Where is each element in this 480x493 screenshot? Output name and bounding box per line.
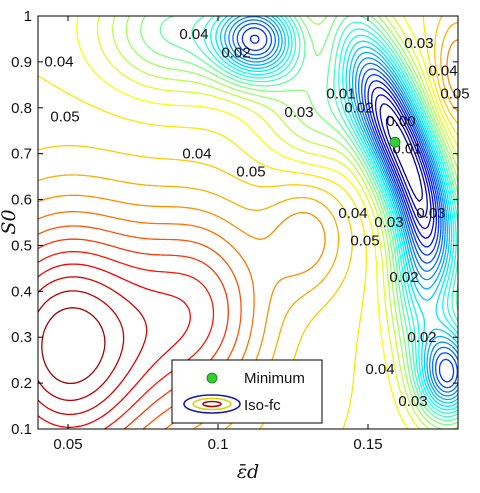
y-tick-label: 0.4 <box>11 283 32 300</box>
contour-label: 0.02 <box>221 44 250 61</box>
legend-minimum-marker <box>206 372 218 384</box>
contour-line <box>371 86 435 239</box>
contour-label: 0.01 <box>326 86 355 103</box>
y-tick: 0.5 <box>11 237 458 254</box>
y-tick-label: 0.3 <box>11 329 32 346</box>
contour-line <box>191 16 458 418</box>
y-tick: 0.9 <box>11 54 458 71</box>
x-axis-ticks: 0.05 0.1 0.15 <box>53 16 383 453</box>
y-tick-label: 1 <box>24 8 32 25</box>
x-tick: 0.05 <box>53 16 83 453</box>
contour-label: 0.01 <box>392 141 421 158</box>
x-tick-label: 0.15 <box>353 436 382 453</box>
contour-line <box>241 27 455 383</box>
y-tick-label: 0.7 <box>11 146 32 163</box>
contour-line <box>112 16 458 429</box>
contour-line <box>38 16 458 429</box>
contour-labels: 0.040.040.020.05 0.030.040.050.020.010.03… <box>44 26 469 410</box>
contour-line <box>76 16 458 429</box>
contour-lines <box>38 16 458 429</box>
contour-label: 0.03 <box>416 205 445 222</box>
contour-label: 0.03 <box>404 35 433 52</box>
contour-line <box>38 263 191 428</box>
y-tick-label: 0.5 <box>11 237 32 254</box>
contour-label: 0.04 <box>179 26 208 43</box>
y-axis-ticks: 0.1 0.2 0.3 0.4 0.5 0.6 0.7 0.8 0.9 1 <box>11 8 458 438</box>
y-tick-label: 0.9 <box>11 54 32 71</box>
contour-line <box>249 34 438 248</box>
contour-label: 0.05 <box>50 109 79 126</box>
y-tick: 0.3 <box>11 329 458 346</box>
y-tick-label: 0.6 <box>11 192 32 209</box>
contour-line <box>228 16 458 397</box>
contour-label: 0.04 <box>338 205 367 222</box>
contour-line <box>219 16 458 404</box>
contour-line <box>385 115 423 202</box>
contour-label: 0.04 <box>365 361 394 378</box>
x-tick-label: 0.1 <box>208 436 229 453</box>
contour-label: 0.05 <box>236 164 265 181</box>
contour-line <box>38 251 215 429</box>
legend-isofc-icon <box>183 394 241 414</box>
contour-label: 0.04 <box>182 145 211 162</box>
contour-line <box>232 19 458 393</box>
contour-line <box>96 16 458 429</box>
legend-label-minimum: Minimum <box>244 370 305 387</box>
contour-line <box>38 276 148 416</box>
y-tick: 0.2 <box>11 375 458 392</box>
contour-line <box>140 16 458 426</box>
y-axis-label: S0 <box>0 209 20 234</box>
x-tick: 0.1 <box>208 16 229 453</box>
contour-line <box>38 290 125 402</box>
x-axis-label: ε̄d <box>237 461 259 483</box>
contour-label: 0.04 <box>44 53 73 70</box>
contour-line <box>125 16 458 429</box>
contour-line <box>41 307 106 385</box>
y-tick: 1 <box>24 8 458 25</box>
contour-line <box>209 16 458 411</box>
contour-label: 0.05 <box>440 86 469 103</box>
contour-line <box>374 94 432 230</box>
y-tick-label: 0.2 <box>11 375 32 392</box>
contour-label: 0.00 <box>386 113 415 130</box>
contour-label: 0.02 <box>344 99 373 116</box>
contour-label: 0.05 <box>350 232 379 249</box>
contour-line <box>224 16 458 401</box>
contour-label: 0.02 <box>407 329 436 346</box>
plot-frame <box>37 15 459 430</box>
contour-label: 0.03 <box>374 214 403 231</box>
contour-line <box>203 16 458 414</box>
y-tick: 0.8 <box>11 100 458 117</box>
legend-label-isofc: Iso-fc <box>244 397 281 414</box>
y-tick: 0.4 <box>11 283 458 300</box>
legend: Minimum Iso-fc <box>171 359 323 424</box>
y-tick-label: 0.1 <box>11 421 32 438</box>
contour-line <box>236 22 458 389</box>
contour-label: 0.04 <box>428 63 457 80</box>
contour-label: 0.03 <box>398 393 427 410</box>
contour-line <box>215 16 458 407</box>
contour-label: 0.02 <box>389 269 418 286</box>
contour-label: 0.03 <box>284 104 313 121</box>
contour-line <box>379 103 428 218</box>
y-tick: 0.1 <box>11 421 458 438</box>
x-tick: 0.15 <box>353 16 383 453</box>
legend-box <box>171 359 323 424</box>
y-tick: 0.7 <box>11 146 458 163</box>
minimum-marker <box>389 136 401 148</box>
y-tick: 0.6 <box>11 192 458 209</box>
contour-line <box>159 16 458 422</box>
x-tick-label: 0.05 <box>53 436 82 453</box>
y-tick-label: 0.8 <box>11 100 32 117</box>
